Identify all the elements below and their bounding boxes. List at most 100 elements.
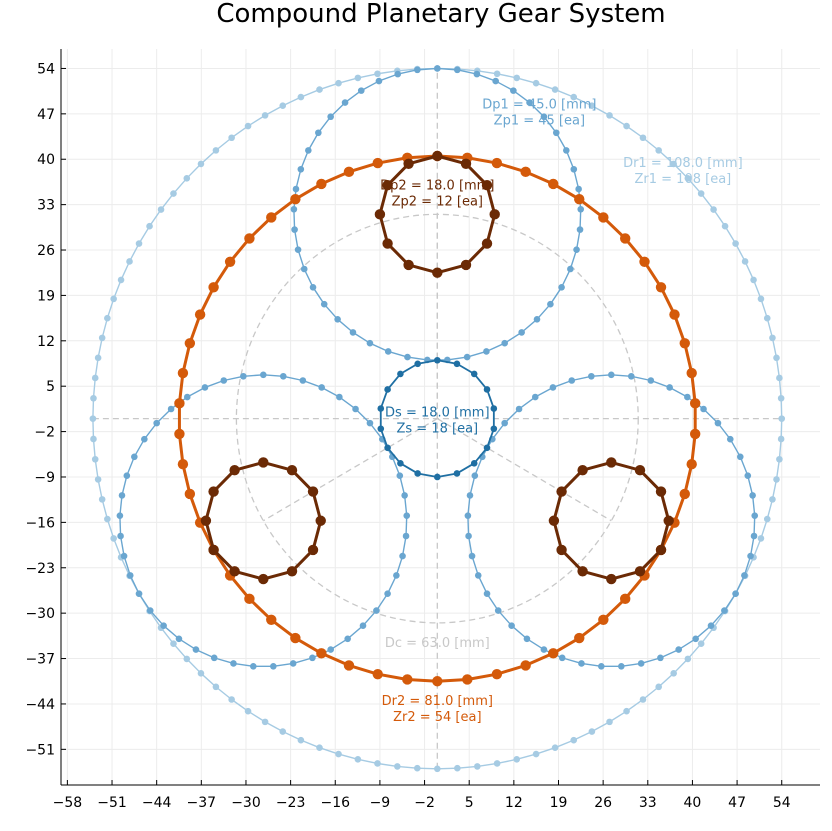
planet1-tooth-point [749,492,756,499]
planet1-tooth-point [647,377,655,384]
planet1-tooth-point [637,660,645,667]
planet1-tooth-point [160,622,167,630]
carrier-arm [436,418,612,522]
planet2-tooth-point [307,544,319,556]
planet1-tooth-point [373,607,380,614]
planet1-tooth-point [291,226,298,233]
sun-tooth-point [397,370,404,378]
ring1-tooth-point [606,718,613,726]
ring2-tooth-point [432,676,443,687]
planet1-tooth-point [366,339,374,347]
ring2-tooth-point [462,674,473,685]
planet1-tooth-point [483,590,491,597]
planet1-tooth-point [721,607,728,614]
planet1-tooth-point [575,185,582,193]
ring1-tooth-point [91,455,99,463]
planet1-tooth-point [751,512,759,519]
ring1-tooth-point [413,764,421,772]
ring1-tooth-point [104,515,111,523]
ring1-tooth-point [157,206,165,213]
ring1-tooth-point [741,258,749,265]
ring1-tooth-point [297,736,305,744]
ring1-tooth-point [244,122,252,130]
y-tick-label: 19 [37,288,55,304]
planet1-tooth-point [344,635,351,643]
ring1-tooth-point [98,496,106,503]
sun-tooth-point [483,444,491,452]
planet1-tooth-point [210,654,218,662]
planet2-tooth-point [655,486,667,497]
y-tick-label: −16 [25,515,55,531]
planet1-tooth-point [747,552,754,560]
ring1-tooth-point [117,276,125,284]
sun-tooth-point [414,470,421,477]
ring2-tooth-point [491,157,503,169]
ring1-tooth-point [244,707,252,715]
ring1-tooth-point [732,240,739,247]
planet2-tooth-point [432,150,443,162]
planet2-tooth-point [382,179,393,191]
planet1-tooth-point [501,339,508,347]
planet1-tooth-point [183,393,191,401]
ring2-tooth-point [520,660,531,671]
planet1-tooth-point [578,660,585,667]
ring1-tooth-point [261,112,269,119]
planet1-tooth-point [558,654,566,662]
y-tick-label: −30 [25,606,55,622]
planet1-tooth-point [384,590,391,597]
planet2-tooth-point [481,179,493,191]
ring1-tooth-point [434,765,441,773]
planet1-tooth-point [120,552,128,560]
ring2-tooth-point [266,614,277,625]
planet1-tooth-point [135,590,143,597]
x-tick-label: −23 [276,795,306,811]
sun-tooth-point [453,470,461,477]
planet1-tooth-point [414,66,421,74]
ring1-tooth-point [513,756,521,763]
planet1-tooth-point [167,405,175,413]
x-tick-label: 40 [684,795,702,811]
planet1-tooth-point [290,205,298,213]
ring1-tooth-point [197,160,205,168]
planet1-tooth-point [474,572,482,579]
ring1-tooth-point [197,670,205,677]
x-tick-label: 47 [728,795,746,811]
planet1-tooth-point [563,147,570,154]
planet1-tooth-point [366,419,374,427]
planet1-tooth-point [289,660,297,667]
ring2-tooth-point [620,233,631,244]
planet2-tooth-point [229,566,240,577]
planet1-tooth-point [684,393,691,401]
planet1-tooth-point [726,435,734,443]
ring1-tooth-point [183,175,191,182]
x-tick-label: −44 [142,795,172,811]
planet1-tooth-point [141,435,148,443]
ring1-tooth-point [493,70,501,78]
planet1-tooth-point [608,371,615,379]
planet1-tooth-point [518,329,525,336]
planet1-tooth-point [515,405,523,413]
ring1-tooth-point [183,655,191,663]
ring2-tooth-point [177,459,189,470]
gears [89,65,786,773]
ring2-tooth-point [174,398,185,409]
planet1-tooth-point [349,329,357,336]
ring2-tooth-point [548,178,559,190]
planet1-tooth-point [473,70,481,78]
planet1-tooth-point [434,65,441,72]
ring1-tooth-point [474,763,481,770]
ring1-tooth-point [170,640,177,647]
planet2-tooth-point [208,486,219,497]
ring1-tooth-point [316,744,323,751]
annotation-line2: Zp2 = 12 [ea] [392,195,483,210]
annotation-line2: Zs = 18 [ea] [396,422,478,437]
planet1-tooth-point [175,635,183,643]
planet1-tooth-point [588,372,595,380]
planet2-tooth-point [286,465,298,476]
planet1-tooth-point [401,492,408,499]
planet1-tooth-point [334,316,341,323]
planet1-tooth-point [471,472,479,479]
planet1-tooth-point [393,572,400,579]
planet1-tooth-point [402,532,410,540]
